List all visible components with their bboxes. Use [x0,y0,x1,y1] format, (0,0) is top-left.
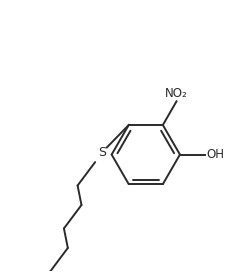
Text: S: S [98,146,106,159]
Text: OH: OH [206,148,224,161]
Text: NO₂: NO₂ [165,87,188,100]
